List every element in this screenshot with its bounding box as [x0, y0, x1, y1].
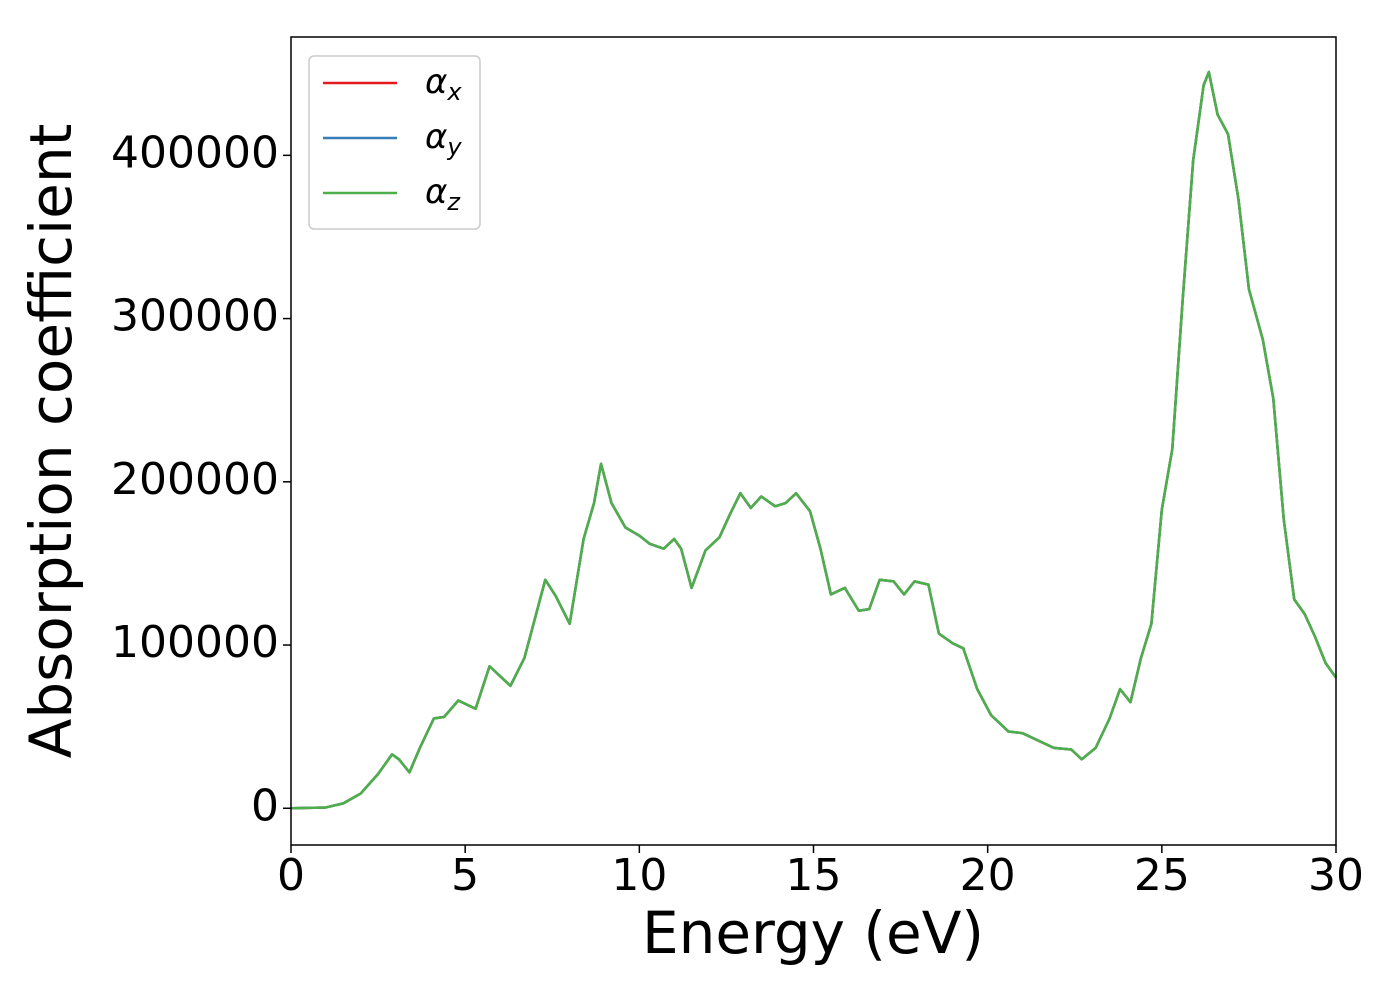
y-tick-label: 300000 [111, 291, 279, 342]
y-axis-label: Absorption coefficient [17, 124, 85, 759]
x-tick-label: 5 [451, 850, 479, 901]
x-tick-label: 10 [611, 850, 667, 901]
legend-label: αy [425, 117, 462, 162]
y-tick-label: 400000 [111, 127, 279, 178]
legend-label: αz [425, 172, 461, 217]
legend-box [308, 55, 481, 230]
y-tick-label: 0 [251, 780, 279, 831]
x-tick-label: 25 [1134, 850, 1190, 901]
x-tick-label: 0 [277, 850, 305, 901]
plot-frame [290, 36, 1337, 846]
y-tick-label: 200000 [111, 454, 279, 505]
legend-label: αx [425, 62, 462, 107]
y-tick-label: 100000 [111, 617, 279, 668]
x-tick-label: 20 [960, 850, 1016, 901]
series-line [290, 70, 1338, 810]
x-tick-label: 15 [786, 850, 842, 901]
x-axis-label: Energy (eV) [642, 899, 984, 967]
x-tick-label: 30 [1308, 850, 1364, 901]
